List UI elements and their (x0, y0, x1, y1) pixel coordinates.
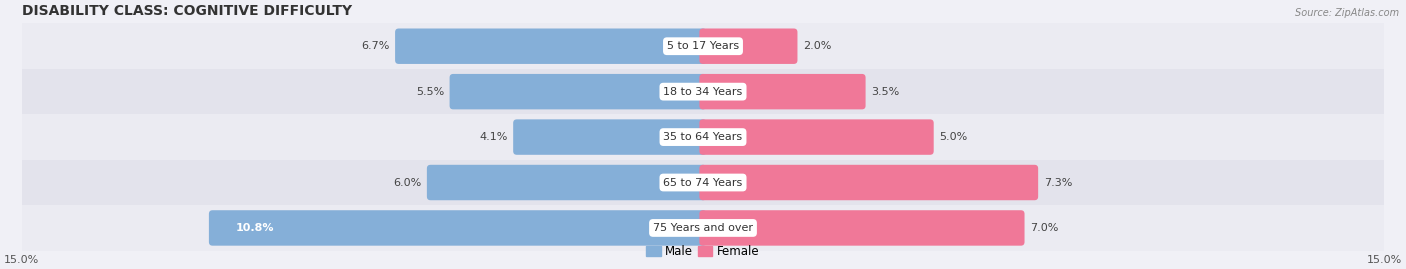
Bar (21, 205, 1385, 251)
Text: 4.1%: 4.1% (479, 132, 508, 142)
FancyBboxPatch shape (699, 165, 1038, 200)
FancyBboxPatch shape (699, 29, 797, 64)
FancyBboxPatch shape (395, 29, 707, 64)
Text: 75 Years and over: 75 Years and over (652, 223, 754, 233)
FancyBboxPatch shape (699, 119, 934, 155)
Text: 10.8%: 10.8% (235, 223, 274, 233)
Text: 18 to 34 Years: 18 to 34 Years (664, 87, 742, 97)
Text: 7.3%: 7.3% (1043, 178, 1071, 187)
FancyBboxPatch shape (513, 119, 707, 155)
FancyBboxPatch shape (209, 210, 707, 246)
Text: 5.5%: 5.5% (416, 87, 444, 97)
Text: 6.0%: 6.0% (394, 178, 422, 187)
FancyBboxPatch shape (699, 74, 866, 109)
Text: 6.7%: 6.7% (361, 41, 389, 51)
Text: 2.0%: 2.0% (803, 41, 831, 51)
Bar (21, 160, 1385, 205)
Text: 7.0%: 7.0% (1031, 223, 1059, 233)
Text: 65 to 74 Years: 65 to 74 Years (664, 178, 742, 187)
FancyBboxPatch shape (699, 210, 1025, 246)
Bar (21, 69, 1385, 114)
FancyBboxPatch shape (427, 165, 707, 200)
Bar (21, 114, 1385, 160)
Legend: Male, Female: Male, Female (641, 240, 765, 263)
Text: 3.5%: 3.5% (872, 87, 900, 97)
Text: 35 to 64 Years: 35 to 64 Years (664, 132, 742, 142)
Bar (21, 23, 1385, 69)
FancyBboxPatch shape (450, 74, 707, 109)
Text: DISABILITY CLASS: COGNITIVE DIFFICULTY: DISABILITY CLASS: COGNITIVE DIFFICULTY (21, 4, 351, 18)
Text: 5 to 17 Years: 5 to 17 Years (666, 41, 740, 51)
Text: 5.0%: 5.0% (939, 132, 967, 142)
Text: Source: ZipAtlas.com: Source: ZipAtlas.com (1295, 8, 1399, 18)
